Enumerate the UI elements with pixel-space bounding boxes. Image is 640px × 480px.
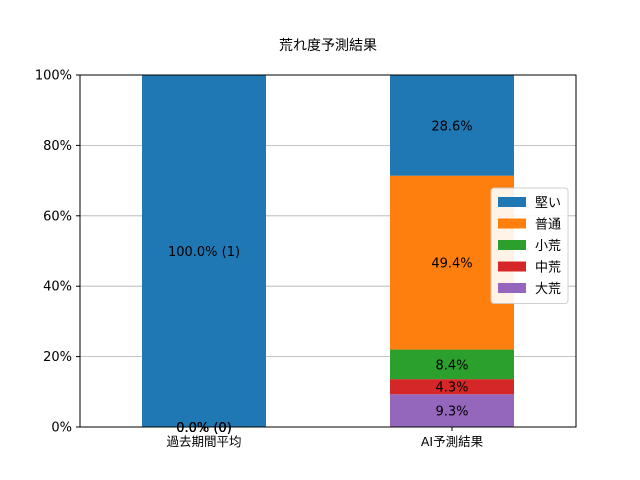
y-tick-label: 0% (51, 421, 72, 436)
bar-segment (390, 75, 514, 176)
legend-swatch (498, 261, 526, 272)
legend-swatch (498, 283, 526, 293)
bar-segment (142, 75, 266, 427)
legend-label: 堅い (535, 196, 561, 211)
y-axis: 0% 20% 40% 60% 80% 100% (35, 69, 80, 436)
y-tick-label: 80% (43, 139, 72, 154)
bar-value-label: 9.3% (435, 405, 468, 420)
bar-value-label: 100.0% (1) (168, 245, 240, 260)
x-tick-label: AI予測結果 (421, 434, 484, 449)
legend-label: 普通 (535, 218, 561, 233)
bar-value-label: 49.4% (431, 257, 472, 272)
legend-label: 小荒 (535, 239, 561, 254)
x-axis: 過去期間平均 AI予測結果 (166, 427, 484, 449)
bar-segment (390, 349, 514, 380)
legend-box (490, 187, 569, 304)
legend-swatch (498, 218, 526, 229)
bar-value-label: 4.3% (435, 381, 468, 396)
legend-swatch (498, 197, 526, 207)
y-tick-label: 40% (43, 280, 72, 295)
bar-value-label: 28.6% (431, 119, 472, 134)
bar-value-label: 8.4% (435, 358, 468, 373)
chart-title: 荒れ度予測結果 (279, 38, 377, 54)
y-tick-label: 60% (43, 209, 72, 224)
bar-segment (390, 379, 514, 395)
y-tick-label: 100% (35, 69, 72, 84)
bars (142, 75, 514, 427)
bar-segment (390, 394, 514, 427)
x-tick-label: 過去期間平均 (166, 434, 241, 449)
legend-label: 中荒 (535, 261, 561, 276)
y-tick-label: 20% (43, 350, 72, 365)
plot-frame (79, 74, 577, 428)
legend-label: 大荒 (535, 282, 561, 297)
legend-swatch (498, 240, 526, 250)
